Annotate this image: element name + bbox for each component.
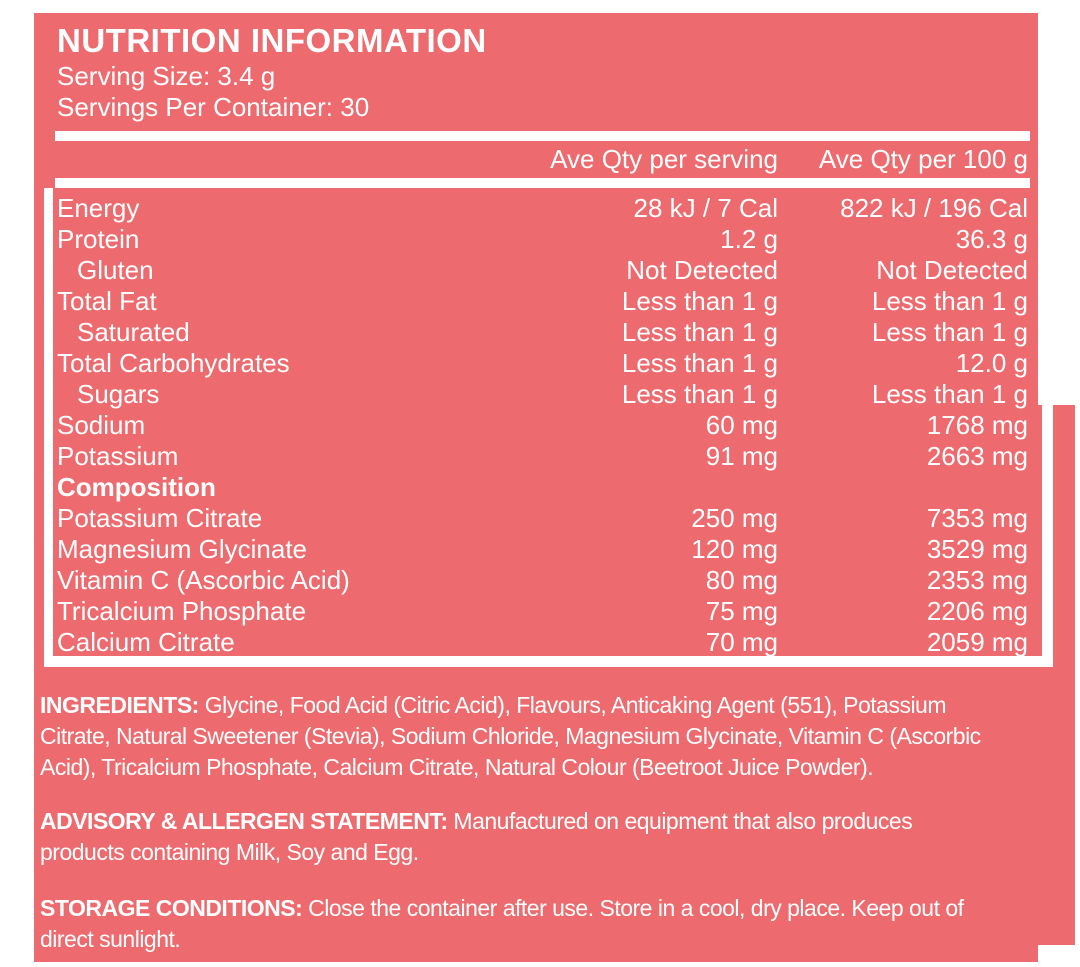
ingredients-label: INGREDIENTS: [40, 692, 199, 718]
column-header-per-100g: Ave Qty per 100 g [818, 144, 1028, 174]
advisory-label: ADVISORY & ALLERGEN STATEMENT: [40, 808, 448, 834]
table-row-protein: Protein 1.2 g 36.3 g [57, 224, 1028, 254]
table-row-potassium-citrate: Potassium Citrate 250 mg 7353 mg [57, 503, 1028, 533]
table-row-magnesium-glycinate: Magnesium Glycinate 120 mg 3529 mg [57, 534, 1028, 564]
table-frame-bottom [44, 656, 1053, 667]
nutrition-table: Energy 28 kJ / 7 Cal 822 kJ / 196 Cal Pr… [57, 193, 1028, 658]
servings-per-container-text: Servings Per Container: 30 [57, 92, 370, 122]
table-row-sodium: Sodium 60 mg 1768 mg [57, 410, 1028, 440]
storage-paragraph: STORAGE CONDITIONS: Close the container … [40, 893, 1000, 955]
table-column-headers: Ave Qty per serving Ave Qty per 100 g [57, 144, 1028, 175]
divider-header-bottom [55, 178, 1030, 188]
composition-heading: Composition [57, 472, 216, 502]
table-frame-right [1042, 405, 1053, 667]
table-row-gluten: Gluten Not Detected Not Detected [77, 255, 1028, 285]
storage-label: STORAGE CONDITIONS: [40, 895, 303, 921]
composition-heading-row: Composition [57, 472, 1028, 503]
table-row-total-fat: Total Fat Less than 1 g Less than 1 g [57, 286, 1028, 316]
column-header-per-serving: Ave Qty per serving [550, 144, 778, 174]
table-frame-left [44, 188, 53, 667]
table-row-tricalcium-phosphate: Tricalcium Phosphate 75 mg 2206 mg [57, 596, 1028, 626]
ingredients-text: Glycine, Food Acid (Citric Acid), Flavou… [40, 692, 981, 780]
ingredients-paragraph: INGREDIENTS: Glycine, Food Acid (Citric … [40, 690, 1000, 783]
label-background [34, 13, 1038, 962]
table-row-energy: Energy 28 kJ / 7 Cal 822 kJ / 196 Cal [57, 193, 1028, 223]
table-row-vitamin-c: Vitamin C (Ascorbic Acid) 80 mg 2353 mg [57, 565, 1028, 595]
serving-size-text: Serving Size: 3.4 g [57, 61, 276, 91]
storage-text: Close the container after use. Store in … [40, 895, 964, 952]
advisory-text: Manufactured on equipment that also prod… [40, 808, 913, 865]
table-row-calcium-citrate: Calcium Citrate 70 mg 2059 mg [57, 627, 1028, 657]
table-row-total-carbohydrates: Total Carbohydrates Less than 1 g 12.0 g [57, 348, 1028, 378]
page-title: NUTRITION INFORMATION [57, 22, 487, 59]
divider-header-top [55, 131, 1030, 141]
table-row-sugars: Sugars Less than 1 g Less than 1 g [77, 379, 1028, 409]
advisory-paragraph: ADVISORY & ALLERGEN STATEMENT: Manufactu… [40, 806, 1000, 868]
table-row-saturated: Saturated Less than 1 g Less than 1 g [77, 317, 1028, 347]
table-row-potassium: Potassium 91 mg 2663 mg [57, 441, 1028, 471]
